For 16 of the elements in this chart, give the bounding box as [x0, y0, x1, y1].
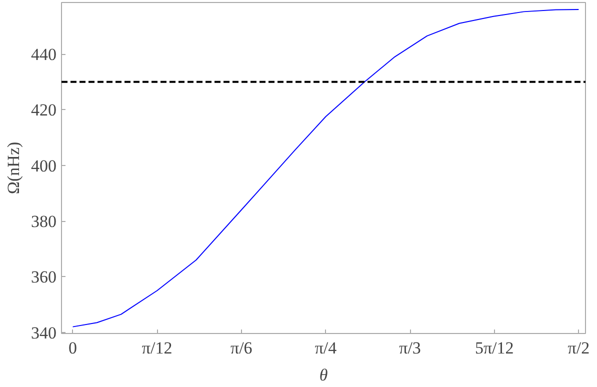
x-tick-label: 0 [68, 338, 78, 358]
x-tick-label: π/2 [568, 338, 590, 358]
y-tick-label: 380 [31, 212, 56, 232]
x-tick-label: 5π/12 [474, 338, 514, 358]
x-tick-label: π/6 [230, 338, 252, 358]
y-axis-title: Ω(nHz) [4, 142, 23, 194]
x-tick-label: π/3 [399, 338, 421, 358]
line-series [72, 8, 580, 328]
x-tick-label: π/4 [314, 338, 338, 358]
y-tick-label: 400 [31, 156, 56, 176]
y-tick-label: 340 [31, 323, 56, 342]
x-tick-label: π/12 [142, 338, 172, 358]
x-axis-title: θ [319, 366, 328, 384]
y-tick-label: 360 [31, 268, 56, 287]
y-tick-label: 420 [31, 100, 56, 120]
y-tick-label: 440 [31, 45, 56, 64]
